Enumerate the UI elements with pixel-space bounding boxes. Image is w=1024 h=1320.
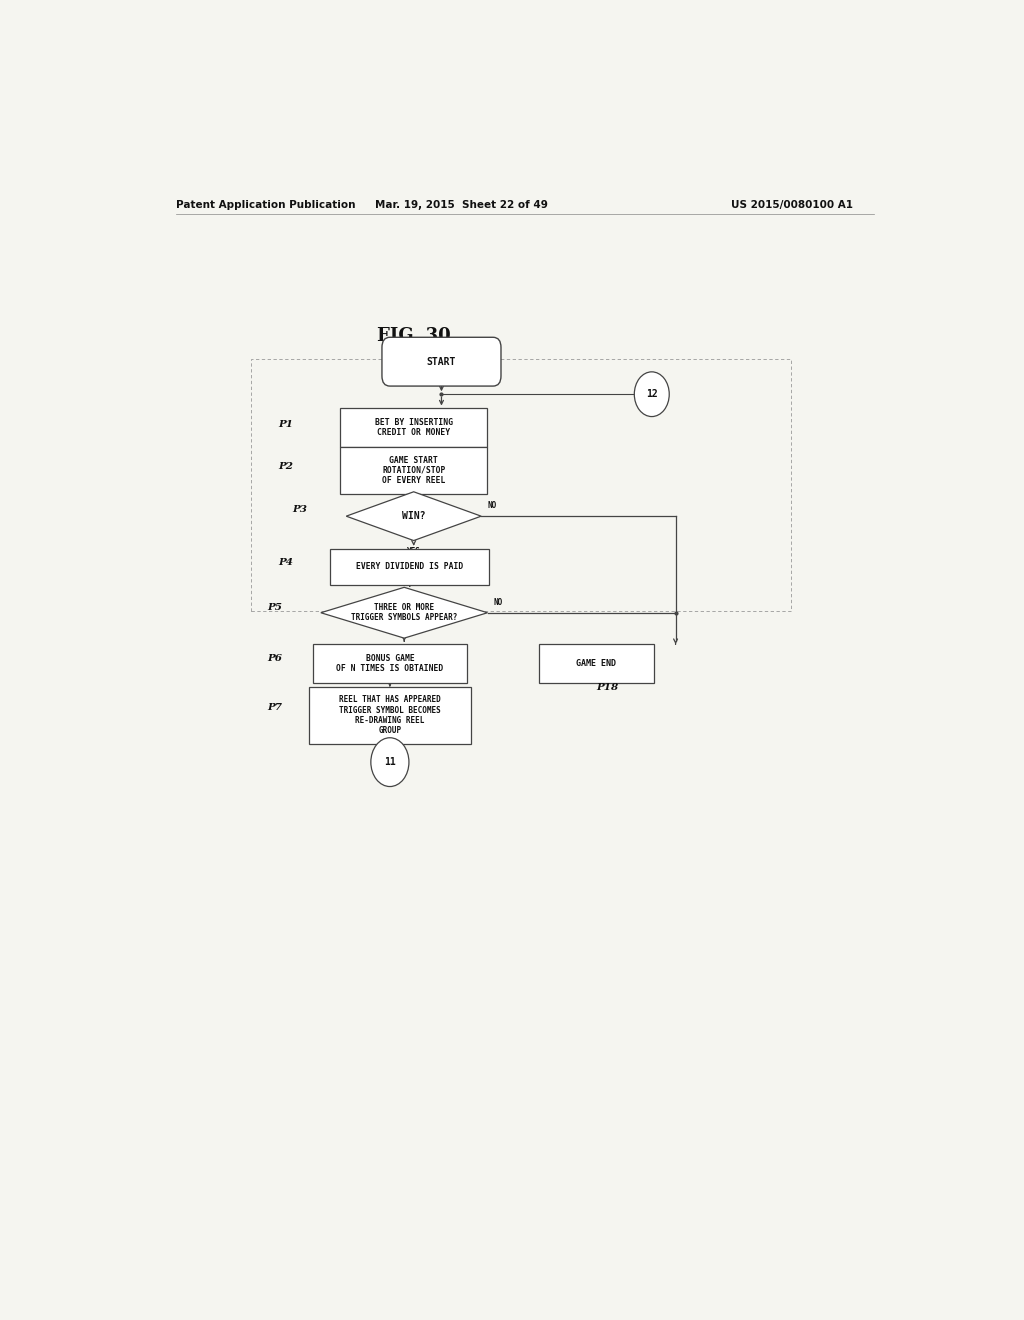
FancyBboxPatch shape — [539, 644, 653, 682]
Text: 11: 11 — [384, 758, 395, 767]
Text: P6: P6 — [267, 653, 282, 663]
Circle shape — [634, 372, 670, 417]
Text: BET BY INSERTING
CREDIT OR MONEY: BET BY INSERTING CREDIT OR MONEY — [375, 418, 453, 437]
Text: US 2015/0080100 A1: US 2015/0080100 A1 — [731, 201, 853, 210]
Text: P3: P3 — [293, 504, 307, 513]
Circle shape — [371, 738, 409, 787]
Polygon shape — [346, 492, 481, 541]
Text: P4: P4 — [279, 558, 293, 568]
Text: NO: NO — [487, 502, 497, 510]
Text: FIG. 30: FIG. 30 — [377, 327, 451, 346]
FancyBboxPatch shape — [308, 686, 471, 744]
FancyBboxPatch shape — [312, 644, 467, 682]
Text: GAME START
ROTATION/STOP
OF EVERY REEL: GAME START ROTATION/STOP OF EVERY REEL — [382, 455, 445, 486]
FancyBboxPatch shape — [331, 549, 489, 585]
Text: P7: P7 — [267, 702, 282, 711]
Text: 12: 12 — [646, 389, 657, 399]
Text: P2: P2 — [279, 462, 293, 471]
FancyBboxPatch shape — [340, 408, 487, 447]
Text: P18: P18 — [596, 684, 618, 693]
Text: START: START — [427, 356, 456, 367]
Text: BONUS GAME
OF N TIMES IS OBTAINED: BONUS GAME OF N TIMES IS OBTAINED — [336, 653, 443, 673]
Text: YES: YES — [397, 644, 411, 653]
Text: YES: YES — [407, 546, 421, 556]
FancyBboxPatch shape — [340, 447, 487, 494]
Text: P5: P5 — [267, 603, 282, 612]
Text: NO: NO — [494, 598, 503, 607]
Text: Mar. 19, 2015  Sheet 22 of 49: Mar. 19, 2015 Sheet 22 of 49 — [375, 201, 548, 210]
FancyBboxPatch shape — [382, 338, 501, 385]
Text: Patent Application Publication: Patent Application Publication — [176, 201, 355, 210]
Text: P1: P1 — [279, 420, 293, 429]
Text: EVERY DIVIDEND IS PAID: EVERY DIVIDEND IS PAID — [356, 562, 463, 572]
Text: GAME END: GAME END — [577, 659, 616, 668]
Polygon shape — [321, 587, 487, 638]
Text: THREE OR MORE
TRIGGER SYMBOLS APPEAR?: THREE OR MORE TRIGGER SYMBOLS APPEAR? — [351, 603, 458, 623]
Text: WIN?: WIN? — [402, 511, 425, 521]
Text: REEL THAT HAS APPEARED
TRIGGER SYMBOL BECOMES
RE-DRAWING REEL
GROUP: REEL THAT HAS APPEARED TRIGGER SYMBOL BE… — [339, 696, 440, 735]
